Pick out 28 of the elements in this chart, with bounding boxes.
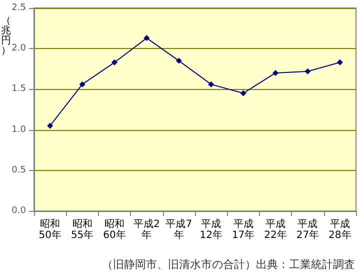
point (47, 122, 54, 129)
y-tick-label: 2.0 (12, 44, 26, 54)
point (240, 90, 246, 96)
x-tick-label: 平成27年 (296, 218, 320, 241)
point (176, 58, 182, 64)
x-tick-label: 平成12年 (200, 218, 222, 241)
y-tick-label: 2.5 (12, 3, 26, 13)
point (336, 59, 343, 66)
x-tick-label: 平成2年 (134, 218, 160, 241)
x-tick-label: 昭和55年 (70, 218, 94, 241)
point (304, 68, 311, 74)
text: （旧静岡市、旧清水市の合計）出典：工業統計調査 (102, 258, 355, 271)
x-tick-label: 平成7年 (166, 218, 192, 241)
y-tick-label: 1.5 (12, 84, 26, 94)
point (208, 81, 214, 88)
x-tick-label: 平成28年 (328, 218, 352, 241)
y-tick-label: 1.0 (12, 124, 26, 135)
point (144, 35, 150, 42)
x-tick-label: 平成17年 (232, 218, 255, 241)
y-tick-label: 0.5 (12, 165, 26, 176)
point (79, 81, 86, 88)
x-tick-label: 昭和60年 (103, 218, 126, 241)
y-tick-label: 0.0 (12, 206, 26, 216)
point (112, 59, 118, 66)
point (272, 70, 278, 76)
x-tick-label: 平成22年 (264, 218, 287, 241)
x-tick-label: 昭和50年 (38, 218, 62, 241)
y-axis-title: （兆円） (1, 16, 11, 56)
